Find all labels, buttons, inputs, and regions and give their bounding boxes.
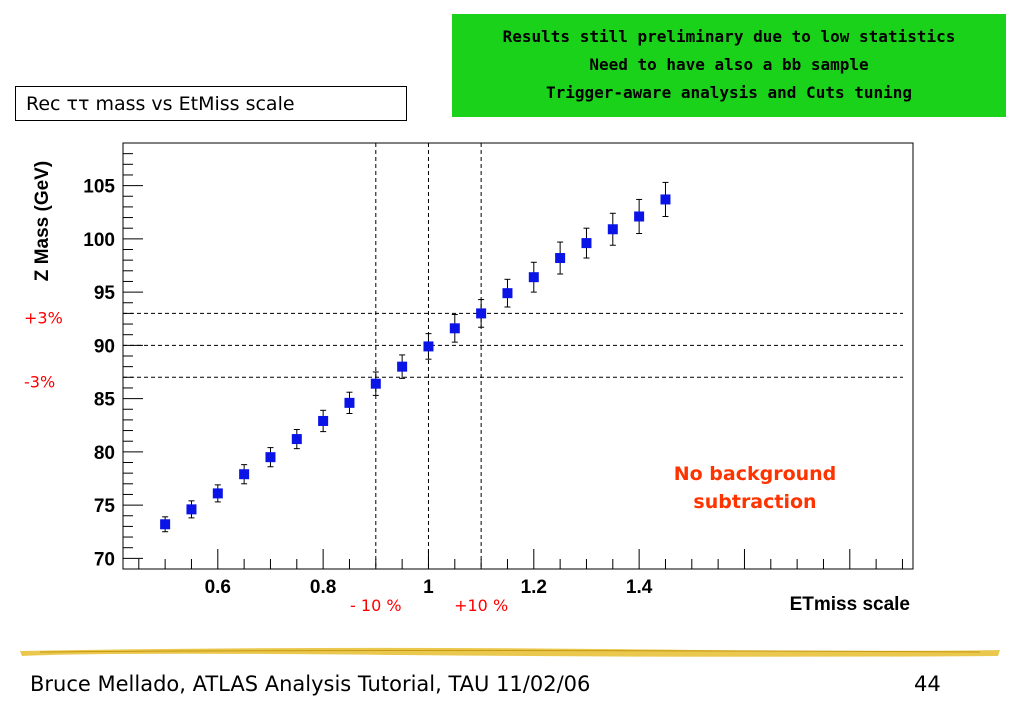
- separator-stroke-detail: [39, 650, 981, 653]
- data-point: [502, 288, 513, 299]
- data-point: [476, 308, 487, 319]
- y-tick-label: 75: [94, 496, 116, 517]
- data-point: [344, 397, 355, 408]
- y-axis-title: Z Mass (GeV): [32, 161, 53, 281]
- data-point: [397, 361, 408, 372]
- y-tick-label: 95: [94, 283, 116, 304]
- y-tick-label: 80: [94, 443, 115, 464]
- plot-title-box: Rec ττ mass vs EtMiss scale: [15, 86, 407, 121]
- x-tick-label: 0.8: [310, 577, 336, 598]
- x-tick-label: 1.2: [521, 577, 547, 598]
- note-line-1: Results still preliminary due to low sta…: [502, 27, 956, 46]
- y-tick-label: 105: [83, 177, 115, 198]
- vline-label: +10 %: [454, 596, 508, 615]
- separator-stroke: [20, 647, 1000, 657]
- data-point: [370, 378, 381, 389]
- y-tick-label: 90: [94, 336, 115, 357]
- data-point: [528, 272, 539, 283]
- hline-label: -3%: [24, 372, 55, 391]
- data-point: [160, 519, 171, 530]
- data-point: [660, 194, 671, 205]
- hline-label: +3%: [24, 308, 63, 327]
- data-point: [212, 488, 223, 499]
- data-point: [291, 434, 302, 445]
- x-tick-label: 1: [423, 577, 434, 598]
- footer-text: Bruce Mellado, ATLAS Analysis Tutorial, …: [30, 672, 591, 696]
- y-tick-label: 70: [94, 549, 115, 570]
- data-point: [555, 253, 566, 264]
- data-point: [581, 238, 592, 249]
- data-point: [239, 469, 250, 480]
- data-point: [607, 224, 618, 235]
- page-number: 44: [914, 672, 941, 696]
- notes-banner: Results still preliminary due to low sta…: [452, 14, 1006, 117]
- note-line-2: Need to have also a bb sample: [589, 55, 869, 74]
- y-tick-label: 100: [83, 230, 115, 251]
- x-tick-label: 0.6: [205, 577, 231, 598]
- data-point: [186, 504, 197, 515]
- annotation-line: No background: [674, 463, 837, 485]
- note-line-3: Trigger-aware analysis and Cuts tuning: [545, 83, 913, 102]
- data-point: [318, 415, 329, 426]
- data-point: [423, 341, 434, 352]
- vline-label: - 10 %: [350, 596, 402, 615]
- data-point: [265, 452, 276, 463]
- y-tick-label: 85: [94, 390, 116, 411]
- annotation-line: subtraction: [693, 491, 816, 513]
- data-point: [449, 323, 460, 334]
- data-point: [634, 211, 645, 222]
- x-tick-label: 1.4: [626, 577, 653, 598]
- x-axis-title: ETmiss scale: [790, 594, 910, 615]
